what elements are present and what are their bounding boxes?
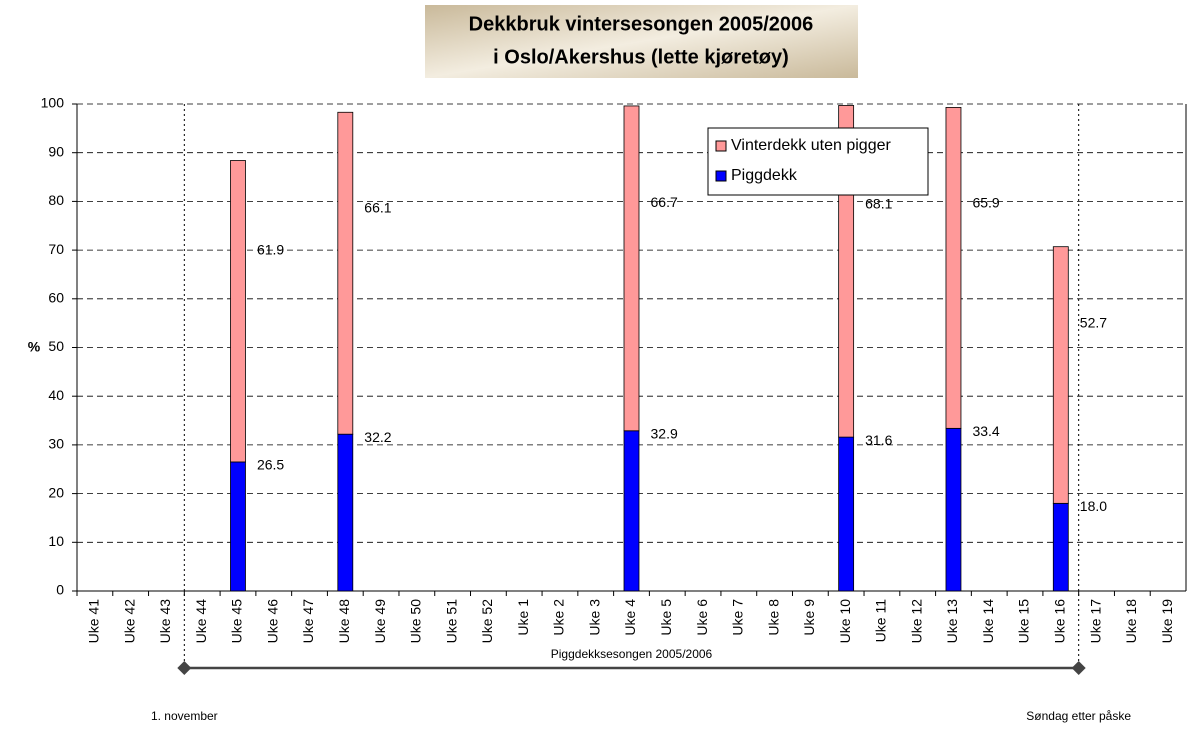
value-label: 52.7 — [1080, 314, 1107, 330]
x-tick-label: Uke 18 — [1123, 599, 1139, 644]
x-tick-label: Uke 46 — [264, 599, 280, 644]
bar-segment — [945, 107, 962, 429]
value-label: 61.9 — [257, 242, 284, 258]
x-tick-label: Uke 11 — [873, 599, 889, 643]
bar-segment — [337, 111, 354, 435]
value-label: 18.0 — [1080, 498, 1107, 514]
y-tick-label: 80 — [48, 192, 64, 208]
value-label: 31.6 — [865, 432, 892, 448]
bar-segment — [838, 436, 855, 592]
season-start: 1. november — [151, 709, 218, 723]
bar-segment — [230, 461, 246, 592]
value-label: 66.7 — [651, 194, 678, 210]
season-label: Piggdekksesongen 2005/2006 — [551, 647, 713, 661]
y-tick-label: 20 — [48, 484, 64, 500]
y-tick-label: 0 — [56, 582, 64, 598]
bar-segment — [945, 427, 962, 592]
x-tick-label: Uke 15 — [1016, 599, 1032, 644]
x-tick-label: Uke 7 — [730, 599, 746, 636]
value-label: 32.2 — [364, 429, 391, 445]
chart-title: Dekkbruk vintersesongen 2005/2006 — [469, 13, 814, 35]
bar-segment — [230, 160, 246, 463]
value-label: 26.5 — [257, 457, 284, 473]
x-tick-label: Uke 45 — [229, 599, 245, 644]
season-diamond — [1071, 661, 1086, 675]
x-tick-label: Uke 50 — [408, 599, 424, 644]
value-label: 66.1 — [364, 200, 391, 216]
x-tick-label: Uke 42 — [121, 599, 137, 644]
bar-segment — [623, 430, 640, 592]
y-tick-label: 10 — [48, 533, 64, 549]
bar-segment — [1052, 502, 1069, 592]
x-tick-label: Uke 47 — [300, 599, 316, 644]
y-axis-label: % — [28, 339, 41, 355]
bar-segment — [337, 433, 354, 592]
y-tick-label: 90 — [48, 143, 64, 159]
x-tick-label: Uke 16 — [1051, 599, 1067, 644]
x-tick-label: Uke 13 — [944, 599, 960, 644]
x-tick-label: Uke 52 — [479, 599, 495, 644]
x-tick-label: Uke 3 — [586, 599, 602, 636]
chart-title: i Oslo/Akershus (lette kjøretøy) — [493, 46, 789, 68]
x-tick-label: Uke 17 — [1087, 599, 1103, 644]
legend-box — [707, 127, 929, 196]
x-tick-label: Uke 14 — [980, 599, 996, 644]
x-tick-label: Uke 19 — [1159, 599, 1175, 644]
value-label: 65.9 — [972, 194, 999, 210]
x-tick-label: Uke 48 — [336, 599, 352, 644]
x-tick-label: Uke 41 — [86, 599, 102, 644]
y-tick-label: 60 — [48, 290, 64, 306]
y-tick-label: 100 — [41, 95, 65, 111]
legend-swatch — [715, 170, 727, 182]
legend-label: Piggdekk — [731, 167, 798, 184]
y-tick-label: 40 — [48, 387, 64, 403]
title-box — [425, 5, 858, 78]
y-tick-label: 70 — [48, 241, 64, 257]
bar-segment — [1052, 246, 1069, 504]
value-label: 33.4 — [972, 423, 999, 439]
x-tick-label: Uke 43 — [157, 599, 173, 644]
season-end: Søndag etter påske — [1026, 709, 1131, 723]
legend-swatch — [715, 140, 727, 152]
y-tick-label: 50 — [48, 338, 64, 354]
x-tick-label: Uke 12 — [908, 599, 924, 644]
y-tick-label: 30 — [48, 436, 64, 452]
x-tick-label: Uke 44 — [193, 599, 209, 644]
x-tick-label: Uke 5 — [658, 599, 674, 636]
bar-segment — [623, 105, 640, 432]
x-tick-label: Uke 1 — [515, 599, 531, 636]
x-tick-label: Uke 51 — [443, 599, 459, 644]
season-diamond — [177, 661, 192, 675]
x-tick-label: Uke 8 — [765, 599, 781, 636]
x-tick-label: Uke 49 — [372, 599, 388, 644]
value-label: 68.1 — [865, 196, 892, 212]
x-tick-label: Uke 4 — [622, 599, 638, 636]
x-tick-label: Uke 9 — [801, 599, 817, 636]
value-label: 32.9 — [651, 425, 678, 441]
x-tick-label: Uke 2 — [551, 599, 567, 636]
x-tick-label: Uke 10 — [837, 599, 853, 644]
x-tick-label: Uke 6 — [694, 599, 710, 636]
legend-label: Vinterdekk uten pigger — [731, 137, 891, 154]
